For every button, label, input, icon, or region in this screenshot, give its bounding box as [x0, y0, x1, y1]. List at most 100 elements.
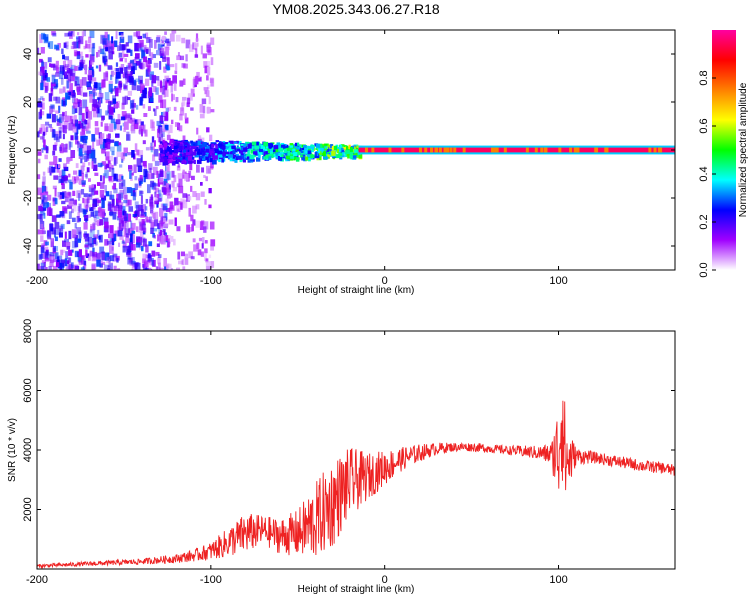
- spectrogram-cell: [174, 70, 178, 75]
- spectrogram-cell: [70, 115, 74, 124]
- spectrogram-cell: [91, 47, 95, 56]
- spectrogram-cell: [67, 179, 72, 183]
- spectrogram-cell: [153, 235, 156, 239]
- spectrogram-cell: [116, 100, 120, 108]
- spectrogram-cell: [648, 147, 652, 153]
- spectrogram-cell: [58, 194, 62, 200]
- spectrogram-cell: [77, 99, 81, 104]
- spectrogram-cell: [171, 160, 176, 166]
- spectrogram-cell: [339, 145, 343, 149]
- spectrogram-cell: [119, 67, 124, 74]
- spectrogram-cell: [44, 36, 49, 42]
- spectrogram-cell: [242, 158, 246, 163]
- spectrogram-cell: [76, 141, 80, 145]
- spectrogram-cell: [55, 246, 58, 252]
- spectrogram-cell: [192, 143, 196, 146]
- spectrogram-cell: [91, 183, 96, 191]
- spectrogram-cell: [77, 251, 81, 257]
- spectrogram-cell: [164, 160, 168, 166]
- spectrogram-cell: [204, 240, 208, 244]
- spectrogram-cell: [117, 226, 122, 231]
- spectrogram-cell: [179, 153, 182, 158]
- spectrogram-cell: [131, 172, 134, 176]
- spectrogram-cell: [81, 172, 84, 181]
- spectrogram-cell: [113, 157, 117, 166]
- spectrogram-cell: [112, 98, 117, 104]
- spectrogram-cell: [74, 51, 78, 57]
- spectrogram-cell: [96, 106, 100, 114]
- spectrogram-cell: [111, 167, 115, 177]
- spectrogram-cell: [66, 67, 71, 74]
- spectrogram-cell: [118, 52, 123, 58]
- spectrogram-cell: [184, 253, 189, 257]
- spectrogram-cell: [78, 66, 83, 71]
- spectrogram-cell: [166, 153, 170, 156]
- spectrogram-cell: [102, 173, 107, 177]
- spectrogram-cell: [206, 127, 210, 133]
- spectrogram-cell: [222, 151, 226, 156]
- spectrogram-cell: [128, 164, 132, 170]
- spectrogram-cell: [71, 249, 74, 253]
- spectrogram-cell: [102, 175, 105, 184]
- spectrogram-cell: [113, 205, 118, 214]
- spectrogram-cell: [158, 193, 163, 202]
- spectrogram-cell: [150, 119, 154, 129]
- spectrogram-cell: [167, 241, 171, 248]
- spectrogram-cell: [111, 246, 114, 251]
- spectrogram-cell: [138, 204, 143, 212]
- spectrogram-cell: [89, 229, 95, 238]
- spectrogram-cell: [166, 171, 171, 180]
- spectrogram-cell: [75, 269, 80, 270]
- spectrogram-cell: [176, 165, 181, 171]
- spectrogram-cell: [56, 256, 60, 265]
- spectrogram-cell: [148, 48, 151, 57]
- spectrogram-cell: [154, 200, 160, 205]
- spectrogram-cell: [186, 97, 191, 105]
- spectrogram-cell: [99, 189, 105, 198]
- spectrogram-cell: [209, 158, 213, 162]
- spectrogram-cell: [207, 47, 212, 56]
- spectrogram-cell: [86, 81, 91, 88]
- spectrogram-cell: [159, 126, 163, 135]
- spectrogram-cell: [278, 146, 283, 149]
- spectrogram-cell: [53, 133, 59, 141]
- spectrogram-cell: [134, 210, 140, 217]
- spectrogram-cell: [115, 134, 119, 139]
- spectrogram-cell: [132, 214, 138, 218]
- spectrogram-cell: [453, 147, 457, 153]
- spectrogram-cell: [290, 154, 294, 157]
- spectrogram-cell: [276, 142, 281, 147]
- spectrogram-cell: [64, 258, 68, 267]
- spectrogram-cell: [109, 190, 112, 200]
- spectrogram-cell: [96, 82, 101, 90]
- spectrogram-cell: [303, 156, 308, 160]
- spectrogram-cell: [91, 264, 96, 270]
- spectrogram-cell: [206, 60, 211, 70]
- spectrogram-cell: [158, 189, 161, 197]
- spectrogram-cell: [342, 152, 345, 155]
- spectrogram-cell: [141, 49, 146, 59]
- spectrogram-cell: [45, 121, 50, 126]
- spectrogram-cell: [139, 39, 144, 47]
- spectrogram-cell: [131, 268, 134, 270]
- spectrogram-cell: [118, 174, 123, 182]
- spectrogram-cell: [210, 77, 215, 87]
- spectrogram-cell: [227, 145, 233, 149]
- spectrogram-cell: [92, 42, 96, 49]
- spectrogram-cell: [181, 159, 186, 165]
- spectrogram-cell: [324, 146, 328, 149]
- spectrogram-cell: [142, 227, 147, 233]
- spectrogram-cell: [153, 219, 159, 227]
- spectrogram-cell: [85, 218, 88, 223]
- spectrogram-cell: [198, 144, 203, 149]
- spectrogram-cell: [149, 202, 154, 210]
- spectrogram-cell: [177, 201, 183, 206]
- spectrogram-cell: [47, 230, 52, 240]
- spectrogram-cell: [302, 154, 306, 159]
- spectrogram-cell: [278, 154, 283, 158]
- spectrogram-cell: [100, 144, 104, 149]
- spectrogram-cell: [90, 69, 95, 78]
- spectrogram-cell: [75, 135, 79, 145]
- spectrogram-cell: [330, 144, 334, 149]
- spectrogram-cell: [68, 211, 72, 220]
